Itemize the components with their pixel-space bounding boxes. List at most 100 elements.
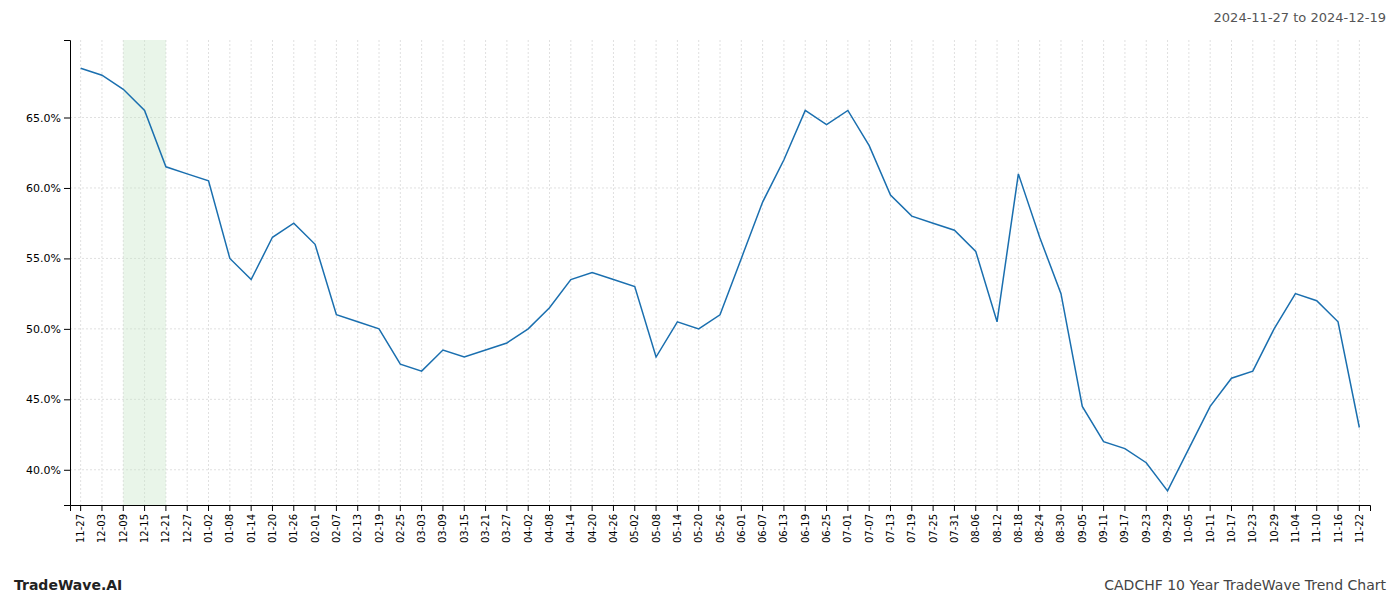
x-tick-label: 03-15	[459, 514, 470, 543]
grid-line	[762, 40, 763, 505]
tick-mark	[997, 505, 998, 511]
tick-mark	[400, 505, 401, 511]
x-tick: 06-13	[778, 505, 789, 543]
x-tick: 09-05	[1077, 505, 1088, 543]
x-tick-label: 01-02	[203, 514, 214, 543]
grid-line	[229, 40, 230, 505]
tick-mark	[464, 505, 465, 511]
x-tick-label: 03-21	[480, 514, 491, 543]
tick-mark	[847, 505, 848, 511]
grid-line	[251, 40, 252, 505]
x-tick: 06-19	[800, 505, 811, 543]
tick-mark	[251, 505, 252, 511]
x-tick-label: 06-25	[821, 514, 832, 543]
x-tick: 06-07	[757, 505, 768, 543]
x-tick: 09-23	[1141, 505, 1152, 543]
y-tick: 55.0%	[26, 252, 70, 265]
x-tick: 02-19	[374, 505, 385, 543]
tick-mark	[592, 505, 593, 511]
x-tick-label: 06-07	[757, 514, 768, 543]
x-tick: 10-05	[1183, 505, 1194, 543]
y-axis: 40.0%45.0%50.0%55.0%60.0%65.0%	[26, 41, 70, 506]
grid-line	[783, 40, 784, 505]
x-tick: 08-12	[992, 505, 1003, 543]
tick-mark	[442, 505, 443, 511]
tick-mark	[634, 505, 635, 511]
tick-mark	[954, 505, 955, 511]
x-tick-label: 06-13	[778, 514, 789, 543]
tick-mark	[506, 505, 507, 511]
x-tick: 02-01	[310, 505, 321, 543]
grid-line	[1103, 40, 1104, 505]
x-tick: 03-03	[416, 505, 427, 543]
grid-line	[315, 40, 316, 505]
grid-line	[357, 40, 358, 505]
x-tick: 11-27	[75, 505, 86, 543]
x-tick: 02-07	[331, 505, 342, 543]
grid-line	[1210, 40, 1211, 505]
grid-line	[890, 40, 891, 505]
grid-line	[293, 40, 294, 505]
tick-mark	[762, 505, 763, 511]
y-tick-label: 60.0%	[26, 182, 61, 195]
x-tick: 05-26	[715, 505, 726, 543]
grid-line	[975, 40, 976, 505]
tick-mark	[187, 505, 188, 511]
tick-mark	[1039, 505, 1040, 511]
x-tick: 11-10	[1311, 505, 1322, 543]
x-tick: 10-29	[1269, 505, 1280, 543]
x-tick: 05-02	[629, 505, 640, 543]
tick-mark	[144, 505, 145, 511]
tick-mark	[1103, 505, 1104, 511]
x-tick: 07-31	[949, 505, 960, 543]
x-tick-label: 10-05	[1183, 514, 1194, 543]
grid-line	[1231, 40, 1232, 505]
tick-mark	[805, 505, 806, 511]
tick-mark	[677, 505, 678, 511]
tick-mark	[357, 505, 358, 511]
line	[81, 68, 1360, 491]
x-tick-label: 07-19	[906, 514, 917, 543]
grid-line	[1146, 40, 1147, 505]
tick-mark	[80, 505, 81, 511]
x-tick: 10-11	[1205, 505, 1216, 543]
x-tick-label: 06-01	[736, 514, 747, 543]
x-tick: 07-25	[928, 505, 939, 543]
grid-line	[911, 40, 912, 505]
grid-line	[1252, 40, 1253, 505]
x-axis: 11-2712-0312-0912-1512-2112-2701-0201-08…	[71, 505, 1371, 543]
x-tick-label: 04-20	[587, 514, 598, 543]
grid-line	[464, 40, 465, 505]
tick-mark	[315, 505, 316, 511]
tick-mark	[379, 505, 380, 511]
x-tick: 03-15	[459, 505, 470, 543]
x-tick-label: 06-19	[800, 514, 811, 543]
tick-mark	[1018, 505, 1019, 511]
tick-mark	[1146, 505, 1147, 511]
grid-line	[698, 40, 699, 505]
x-tick-label: 12-21	[160, 514, 171, 543]
tick-mark	[208, 505, 209, 511]
y-tick-label: 40.0%	[26, 464, 61, 477]
axis-line	[71, 506, 1371, 512]
x-tick-label: 11-16	[1333, 514, 1344, 543]
tick-mark	[783, 505, 784, 511]
x-tick: 04-08	[544, 505, 555, 543]
x-tick: 01-20	[267, 505, 278, 543]
x-tick: 01-26	[288, 505, 299, 543]
y-tick-label: 50.0%	[26, 323, 61, 336]
x-tick: 03-21	[480, 505, 491, 543]
tick-mark	[549, 505, 550, 511]
x-tick: 07-13	[885, 505, 896, 543]
x-tick-label: 02-25	[395, 514, 406, 543]
x-tick: 08-06	[970, 505, 981, 543]
grid-line	[1082, 40, 1083, 505]
x-tick: 04-26	[608, 505, 619, 543]
tick-mark	[720, 505, 721, 511]
grid-line	[101, 40, 102, 505]
tick-mark	[613, 505, 614, 511]
tick-mark	[528, 505, 529, 511]
x-tick: 08-18	[1013, 505, 1024, 543]
x-tick: 10-23	[1247, 505, 1258, 543]
x-tick: 09-11	[1098, 505, 1109, 543]
